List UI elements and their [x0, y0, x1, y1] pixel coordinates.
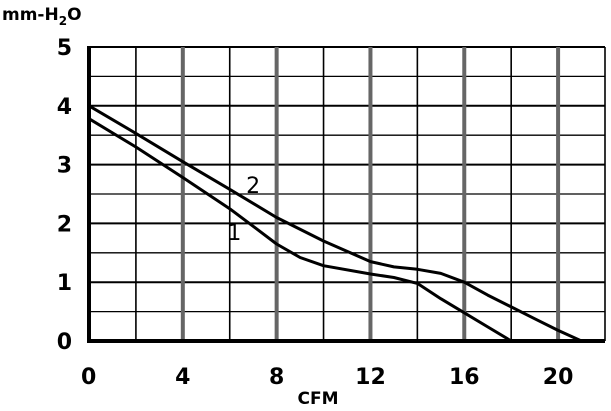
y-axis-title-subscript: 2	[59, 14, 67, 28]
x-tick-label: 12	[355, 365, 386, 390]
series-line-1	[88, 117, 512, 343]
x-tick-label: 4	[175, 365, 190, 390]
curve-label-2: 2	[246, 174, 260, 199]
curve-labels: 12	[227, 174, 260, 246]
y-tick-label: 3	[57, 154, 72, 179]
series-group	[88, 104, 583, 343]
y-tick-label: 0	[57, 330, 72, 355]
curve-label-1: 1	[227, 221, 241, 246]
x-axis-title: CFM	[297, 389, 338, 409]
y-tick-label: 1	[57, 271, 72, 296]
y-axis-title-tail: O	[67, 5, 81, 25]
y-axis-title: mm-H2O	[2, 5, 82, 28]
y-tick-label: 4	[57, 95, 72, 120]
y-tick-label: 5	[57, 36, 72, 61]
x-tick-label: 0	[81, 365, 96, 390]
y-tick-label: 2	[57, 212, 72, 237]
grid	[89, 46, 606, 341]
x-tick-label: 8	[269, 365, 284, 390]
x-tick-label: 20	[543, 365, 574, 390]
series-line-2	[88, 104, 583, 343]
axes	[87, 46, 605, 343]
x-tick-label: 16	[449, 365, 480, 390]
y-axis-title-main: mm-H	[2, 5, 59, 25]
